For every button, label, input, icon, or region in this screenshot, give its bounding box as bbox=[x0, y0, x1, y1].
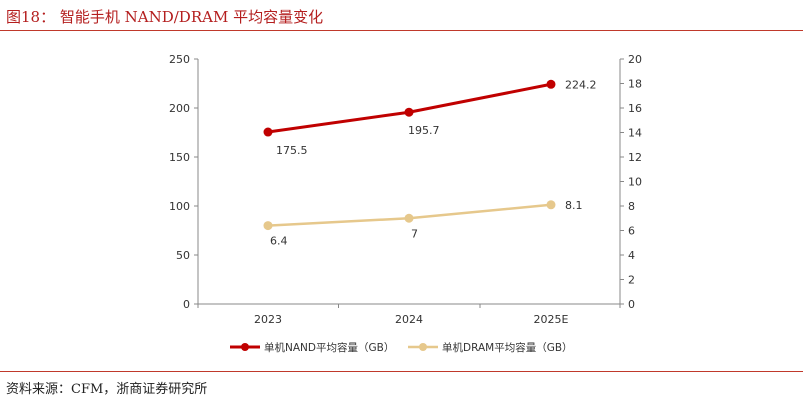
x-tick-label: 2025E bbox=[534, 313, 569, 326]
dram-data-label: 8.1 bbox=[565, 199, 583, 212]
right-y-tick-label: 2 bbox=[628, 274, 635, 287]
dram-data-point bbox=[404, 213, 414, 223]
chart-title: 图18： 智能手机 NAND/DRAM 平均容量变化 bbox=[6, 8, 324, 26]
nand-data-label: 224.2 bbox=[565, 78, 597, 91]
left-y-tick-label: 0 bbox=[183, 298, 190, 311]
legend-swatch-marker bbox=[419, 343, 427, 351]
dram-data-label: 7 bbox=[411, 227, 418, 240]
title-divider bbox=[0, 30, 803, 31]
nand-data-point bbox=[404, 107, 414, 117]
right-y-tick-label: 10 bbox=[628, 176, 642, 189]
source-note: 资料来源：CFM，浙商证券研究所 bbox=[6, 382, 208, 397]
left-y-tick-label: 50 bbox=[176, 249, 190, 262]
legend-label: 单机DRAM平均容量（GB） bbox=[442, 341, 573, 354]
left-y-tick-label: 200 bbox=[169, 102, 190, 115]
right-y-tick-label: 0 bbox=[628, 298, 635, 311]
footer-divider bbox=[0, 371, 803, 372]
right-y-tick-label: 16 bbox=[628, 102, 642, 115]
x-tick-label: 2023 bbox=[254, 313, 282, 326]
x-tick-label: 2024 bbox=[395, 313, 423, 326]
left-y-tick-label: 150 bbox=[169, 151, 190, 164]
right-y-tick-label: 18 bbox=[628, 78, 642, 91]
legend-label: 单机NAND平均容量（GB） bbox=[264, 341, 394, 354]
dram-data-point bbox=[263, 221, 273, 231]
right-y-tick-label: 6 bbox=[628, 225, 635, 238]
nand-data-point bbox=[263, 127, 273, 137]
right-y-tick-label: 12 bbox=[628, 151, 642, 164]
right-y-tick-label: 14 bbox=[628, 127, 642, 140]
nand-data-label: 175.5 bbox=[276, 144, 308, 157]
left-y-tick-label: 250 bbox=[169, 53, 190, 66]
right-y-tick-label: 4 bbox=[628, 249, 635, 262]
dram-data-label: 6.4 bbox=[270, 235, 288, 248]
right-y-tick-label: 8 bbox=[628, 200, 635, 213]
legend-swatch-marker bbox=[241, 343, 249, 351]
dram-data-point bbox=[546, 200, 556, 210]
left-y-tick-label: 100 bbox=[169, 200, 190, 213]
right-y-tick-label: 20 bbox=[628, 53, 642, 66]
nand-data-point bbox=[546, 79, 556, 89]
nand-data-label: 195.7 bbox=[408, 124, 440, 137]
